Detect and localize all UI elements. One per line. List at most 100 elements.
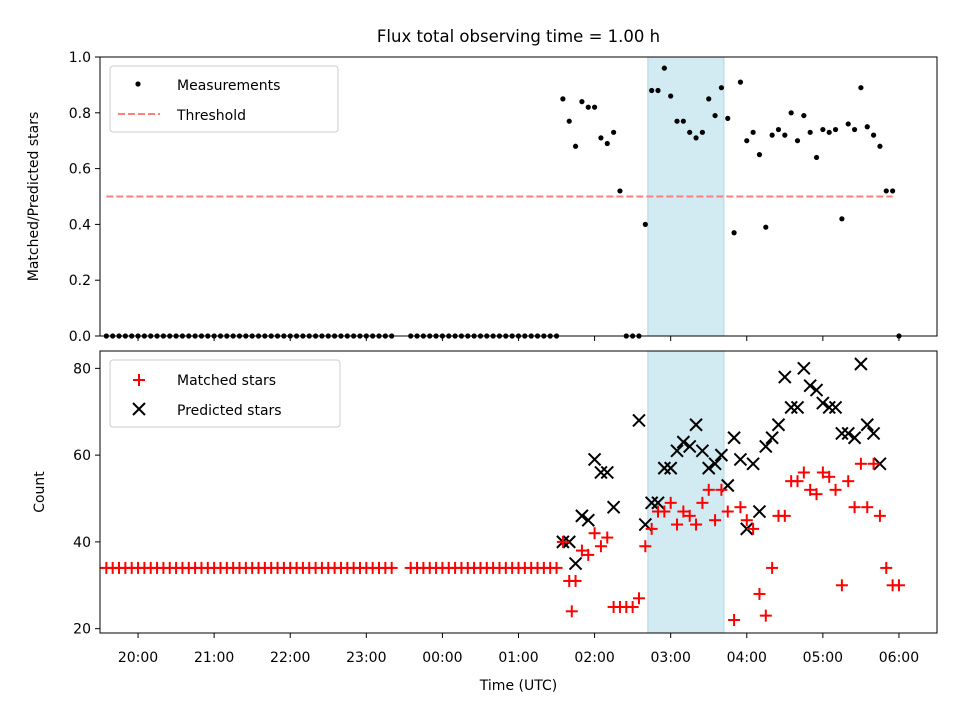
measurement-point [826, 129, 832, 135]
matched-point [658, 505, 671, 518]
predicted-point [733, 452, 748, 467]
measurement-point [744, 138, 750, 144]
y-tick-label: 0.4 [69, 217, 91, 233]
measurement-point [572, 143, 579, 149]
y-tick-label: 80 [73, 361, 91, 377]
measurement-point [870, 132, 877, 138]
measurement-point [858, 85, 864, 91]
matched-point [873, 509, 886, 522]
measurement-point [674, 118, 680, 124]
top-y-axis-label: Matched/Predicted stars [26, 112, 42, 282]
predicted-point [866, 426, 881, 441]
measurement-point [617, 188, 623, 194]
predicted-point [632, 413, 646, 428]
measurement-point [763, 224, 769, 230]
legend-measurement-marker [135, 81, 141, 87]
matched-point [810, 488, 823, 501]
matched-point [683, 509, 696, 522]
measurement-point [661, 65, 667, 71]
chart-title: Flux total observing time = 1.00 h [377, 27, 660, 46]
measurement-point [839, 216, 845, 222]
predicted-point [816, 396, 830, 410]
predicted-point [841, 426, 855, 441]
predicted-point [670, 444, 684, 458]
x-tick-label: 06:00 [879, 650, 919, 666]
predicted-point [575, 509, 589, 523]
measurement-point [611, 129, 617, 135]
measurement-point [591, 104, 598, 110]
measurement-point [579, 99, 585, 105]
matched-point [816, 466, 829, 479]
matched-point [582, 548, 595, 561]
matched-point [721, 505, 734, 518]
measurement-point [725, 115, 731, 121]
predicted-point [594, 465, 608, 480]
matched-point [829, 483, 842, 496]
matched-point [626, 600, 639, 613]
legend-matched-marker [133, 374, 145, 386]
bottom-shaded-span [647, 350, 725, 634]
y-tick-label: 0.2 [69, 273, 91, 289]
y-tick-label: 40 [73, 535, 91, 551]
predicted-point [689, 418, 703, 432]
matched-point [664, 496, 677, 509]
predicted-point [854, 357, 868, 371]
matched-point [556, 535, 569, 548]
measurement-point [706, 96, 712, 102]
predicted-point [746, 457, 760, 471]
predicted-point [714, 448, 729, 462]
matched-point [842, 475, 855, 488]
matched-point [569, 574, 582, 587]
predicted-point [657, 461, 672, 475]
matched-point [594, 540, 607, 553]
predicted-point [784, 400, 798, 415]
measurement-point [731, 230, 737, 236]
measurement-point [718, 85, 725, 91]
top-legend-box [109, 65, 339, 133]
predicted-point [809, 383, 824, 397]
matched-point [702, 483, 715, 496]
measurement-point [604, 140, 610, 147]
measurement-point [851, 126, 858, 133]
bottom-legend: Matched stars Predicted stars [109, 359, 341, 428]
measurement-point [756, 152, 763, 158]
measurement-point [649, 87, 655, 94]
matched-point [740, 514, 753, 527]
x-axis-label: Time (UTC) [479, 678, 557, 694]
predicted-point [663, 461, 678, 475]
predicted-point [562, 535, 576, 549]
predicted-point [702, 461, 716, 475]
matched-point [671, 518, 684, 531]
measurement-point [820, 126, 826, 133]
predicted-point [651, 496, 665, 510]
measurement-point [737, 79, 744, 85]
measurement-point [585, 104, 591, 110]
measurement-point [687, 129, 693, 135]
predicted-point [752, 504, 767, 519]
predicted-point [695, 444, 710, 458]
legend-threshold-label: Threshold [176, 108, 246, 124]
predicted-point [708, 457, 722, 471]
predicted-point [771, 418, 786, 432]
measurement-point [877, 143, 883, 149]
matched-point [690, 518, 703, 531]
legend-predicted-label: Predicted stars [177, 403, 282, 419]
matched-point [892, 579, 905, 592]
matched-point [677, 505, 690, 518]
measurement-point [788, 110, 794, 116]
bottom-panel: 20 40 60 80 20:00 21:00 22:00 23:00 00:00 01:00 0… [32, 350, 938, 694]
y-tick-label: 0.6 [69, 162, 91, 178]
predicted-point [682, 439, 697, 454]
matched-point [747, 522, 760, 535]
predicted-point [644, 496, 659, 510]
matched-point [728, 613, 741, 626]
matched-point [734, 501, 747, 514]
legend-matched-label: Matched stars [177, 373, 276, 389]
predicted-point [797, 361, 811, 376]
legend-predicted-marker [132, 402, 146, 416]
predicted-point [727, 431, 741, 445]
matched-point [696, 496, 709, 509]
measurement-point [668, 93, 674, 99]
measurement-point [832, 126, 839, 133]
measurement-point [864, 124, 870, 130]
